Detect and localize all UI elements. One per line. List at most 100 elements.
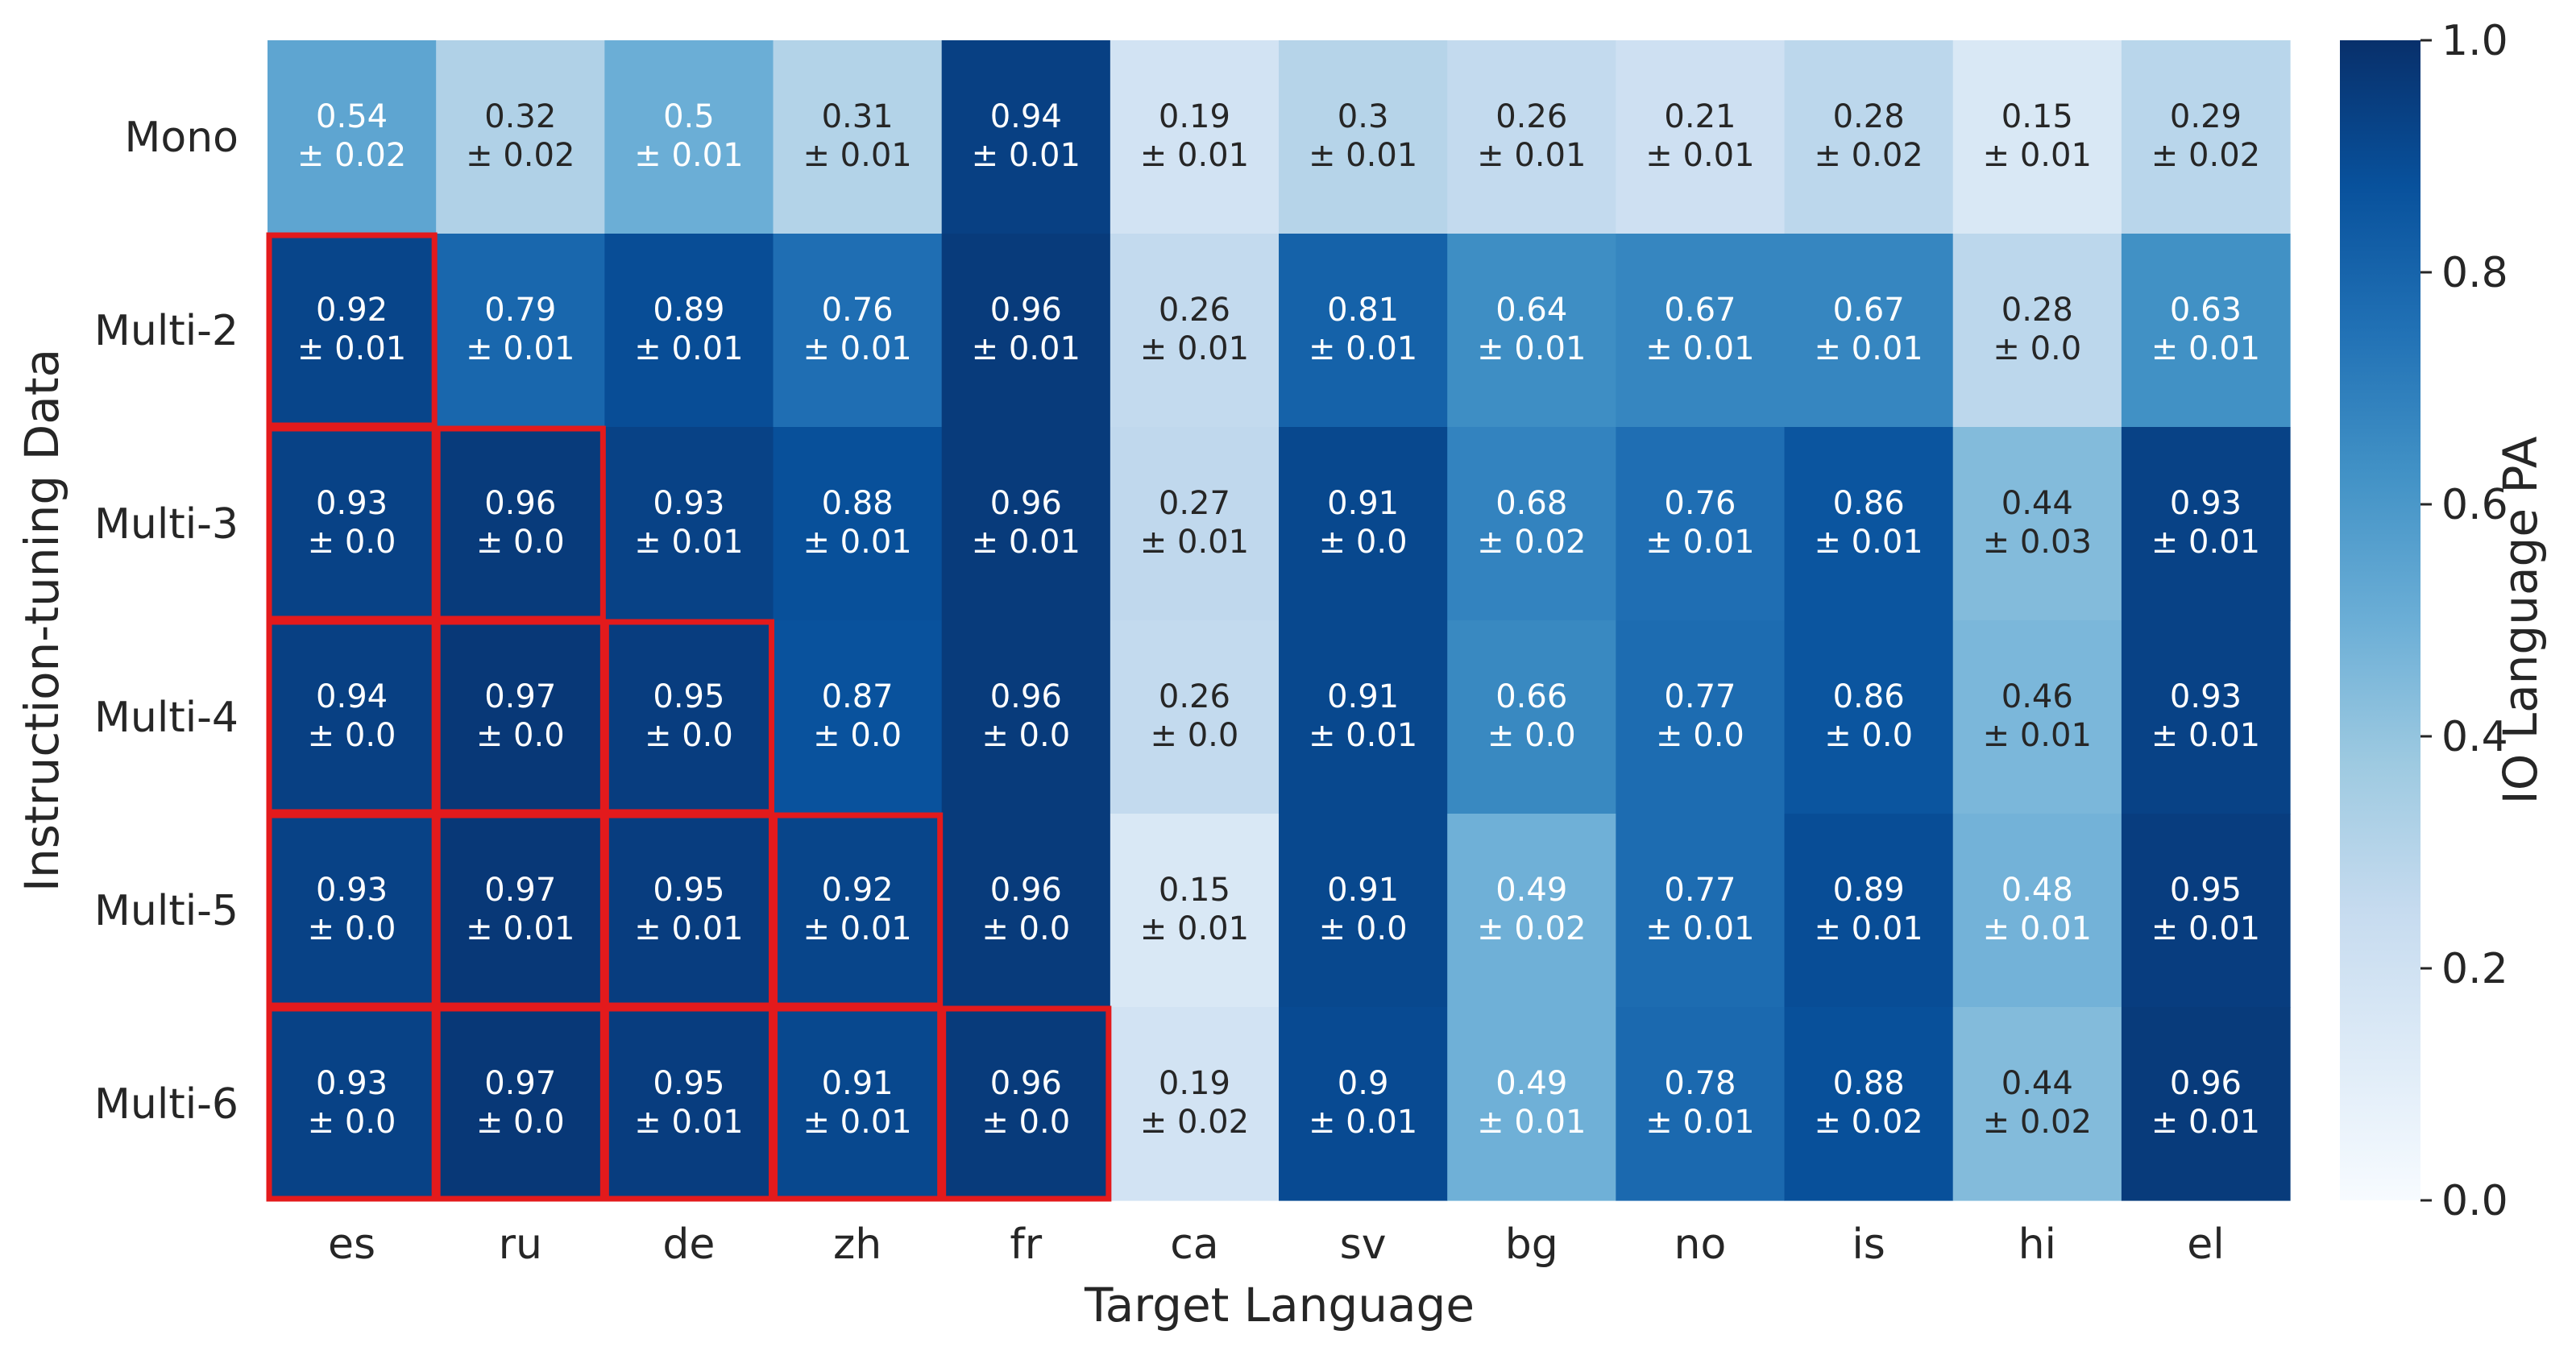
cell-value-label: 0.3 — [1338, 98, 1389, 135]
heatmap-cell — [1952, 814, 2122, 1008]
cell-error-label: ± 0.01 — [1140, 330, 1249, 367]
cell-value-label: 0.19 — [1159, 1065, 1230, 1102]
cell-value-label: 0.79 — [484, 292, 556, 329]
x-tick-label: hi — [2018, 1220, 2056, 1269]
cell-value-label: 0.67 — [1833, 292, 1905, 329]
heatmap-cell — [773, 1007, 943, 1201]
colorbar-tick-label: 0.6 — [2441, 481, 2508, 529]
cell-error-label: ± 0.01 — [297, 330, 406, 367]
cell-value-label: 0.88 — [1833, 1065, 1905, 1102]
heatmap-cell — [1110, 1007, 1280, 1201]
heatmap-cell — [2121, 40, 2291, 234]
heatmap-cell — [1616, 814, 1786, 1008]
cell-error-label: ± 0.01 — [803, 1104, 911, 1141]
cell-error-label: ± 0.01 — [1983, 717, 2092, 754]
cell-error-label: ± 0.01 — [2151, 717, 2260, 754]
heatmap-cell — [436, 620, 605, 814]
cell-error-label: ± 0.01 — [1983, 137, 2092, 174]
heatmap-cell — [1110, 620, 1280, 814]
cell-value-label: 0.96 — [990, 678, 1062, 715]
cell-error-label: ± 0.01 — [634, 1104, 743, 1141]
y-tick-label: Multi-5 — [94, 887, 239, 935]
highlight-box — [772, 1005, 944, 1202]
cell-value-label: 0.97 — [484, 1065, 556, 1102]
heatmap-cell — [773, 40, 943, 234]
cell-value-label: 0.26 — [1159, 678, 1230, 715]
x-tick-label: sv — [1340, 1220, 1387, 1269]
x-tick-label: ca — [1170, 1220, 1218, 1269]
cell-error-label: ± 0.0 — [981, 1104, 1070, 1141]
heatmap-cell — [1110, 234, 1280, 428]
highlight-box — [266, 232, 438, 429]
y-axis-ticks: Mono Multi-2 Multi-3 Multi-4 Multi-5 Multi-6 — [94, 114, 239, 1129]
cell-value-label: 0.67 — [1664, 292, 1736, 329]
y-tick-label: Multi-3 — [94, 500, 239, 549]
highlight-box — [434, 425, 606, 622]
x-tick-label: bg — [1505, 1220, 1558, 1269]
highlight-box — [772, 812, 944, 1009]
cell-error-label: ± 0.01 — [1309, 1104, 1417, 1141]
highlight-box — [603, 619, 775, 815]
heatmap-cell — [1784, 40, 1954, 234]
cell-error-label: ± 0.01 — [634, 524, 743, 561]
cell-value-label: 0.97 — [484, 872, 556, 909]
y-tick-label: Multi-2 — [94, 307, 239, 355]
cell-error-label: ± 0.01 — [1477, 330, 1586, 367]
heatmap-cell — [1279, 814, 1448, 1008]
cell-value-label: 0.95 — [2170, 872, 2242, 909]
highlight-box — [434, 1005, 606, 1202]
cell-error-label: ± 0.0 — [308, 717, 396, 754]
cell-value-label: 0.96 — [990, 485, 1062, 522]
cell-value-label: 0.86 — [1833, 678, 1905, 715]
heatmap-cell — [604, 620, 774, 814]
cell-value-label: 0.27 — [1159, 485, 1230, 522]
highlight-box — [940, 1005, 1112, 1202]
cell-value-label: 0.91 — [1327, 872, 1399, 909]
cell-error-label: ± 0.01 — [1814, 910, 1923, 947]
x-tick-label: el — [2187, 1220, 2224, 1269]
y-axis-title: Instruction-tuning Data — [15, 349, 69, 892]
heatmap-cell — [1952, 427, 2122, 621]
cell-error-label: ± 0.01 — [634, 137, 743, 174]
heatmap-cell — [1279, 1007, 1448, 1201]
cell-error-label: ± 0.02 — [1814, 1104, 1923, 1141]
cell-value-label: 0.66 — [1495, 678, 1567, 715]
highlight-boxes — [266, 232, 1112, 1202]
heatmap-cell — [773, 234, 943, 428]
x-tick-label: is — [1852, 1220, 1885, 1269]
heatmap-cell — [1952, 234, 2122, 428]
cell-value-label: 0.93 — [2170, 678, 2242, 715]
heatmap-cell — [2121, 427, 2291, 621]
heatmap-cell — [941, 814, 1111, 1008]
cell-error-label: ± 0.02 — [2151, 137, 2260, 174]
cell-error-label: ± 0.01 — [2151, 1104, 2260, 1141]
cell-value-label: 0.44 — [2001, 485, 2073, 522]
highlight-box — [603, 812, 775, 1009]
cell-value-label: 0.15 — [2001, 98, 2073, 135]
colorbar-tick-label: 0.4 — [2441, 713, 2508, 761]
cell-error-label: ± 0.03 — [1983, 524, 2092, 561]
cell-value-label: 0.89 — [1833, 872, 1905, 909]
heatmap-cell — [1784, 620, 1954, 814]
cell-value-label: 0.93 — [316, 1065, 388, 1102]
heatmap-cell — [941, 1007, 1111, 1201]
cell-error-label: ± 0.0 — [308, 910, 396, 947]
cell-value-label: 0.94 — [316, 678, 388, 715]
cell-value-label: 0.63 — [2170, 292, 2242, 329]
cell-error-label: ± 0.01 — [1645, 137, 1754, 174]
colorbar-gradient — [2340, 40, 2420, 1200]
cell-value-label: 0.88 — [822, 485, 894, 522]
heatmap-cell — [2121, 234, 2291, 428]
cell-error-label: ± 0.0 — [1824, 717, 1913, 754]
colorbar: 0.0 0.2 0.4 0.6 0.8 1.0 IO Language PA — [2340, 17, 2548, 1225]
heatmap-cell — [1447, 427, 1616, 621]
cell-value-label: 0.9 — [1338, 1065, 1389, 1102]
cell-value-label: 0.32 — [484, 98, 556, 135]
heatmap-cells: 0.54± 0.020.32± 0.020.5± 0.010.31± 0.010… — [268, 40, 2291, 1201]
cell-error-label: ± 0.01 — [972, 330, 1081, 367]
cell-value-label: 0.68 — [1495, 485, 1567, 522]
cell-value-label: 0.94 — [990, 98, 1062, 135]
heatmap-cell — [1616, 620, 1786, 814]
cell-error-label: ± 0.01 — [1140, 524, 1249, 561]
cell-value-label: 0.93 — [653, 485, 724, 522]
